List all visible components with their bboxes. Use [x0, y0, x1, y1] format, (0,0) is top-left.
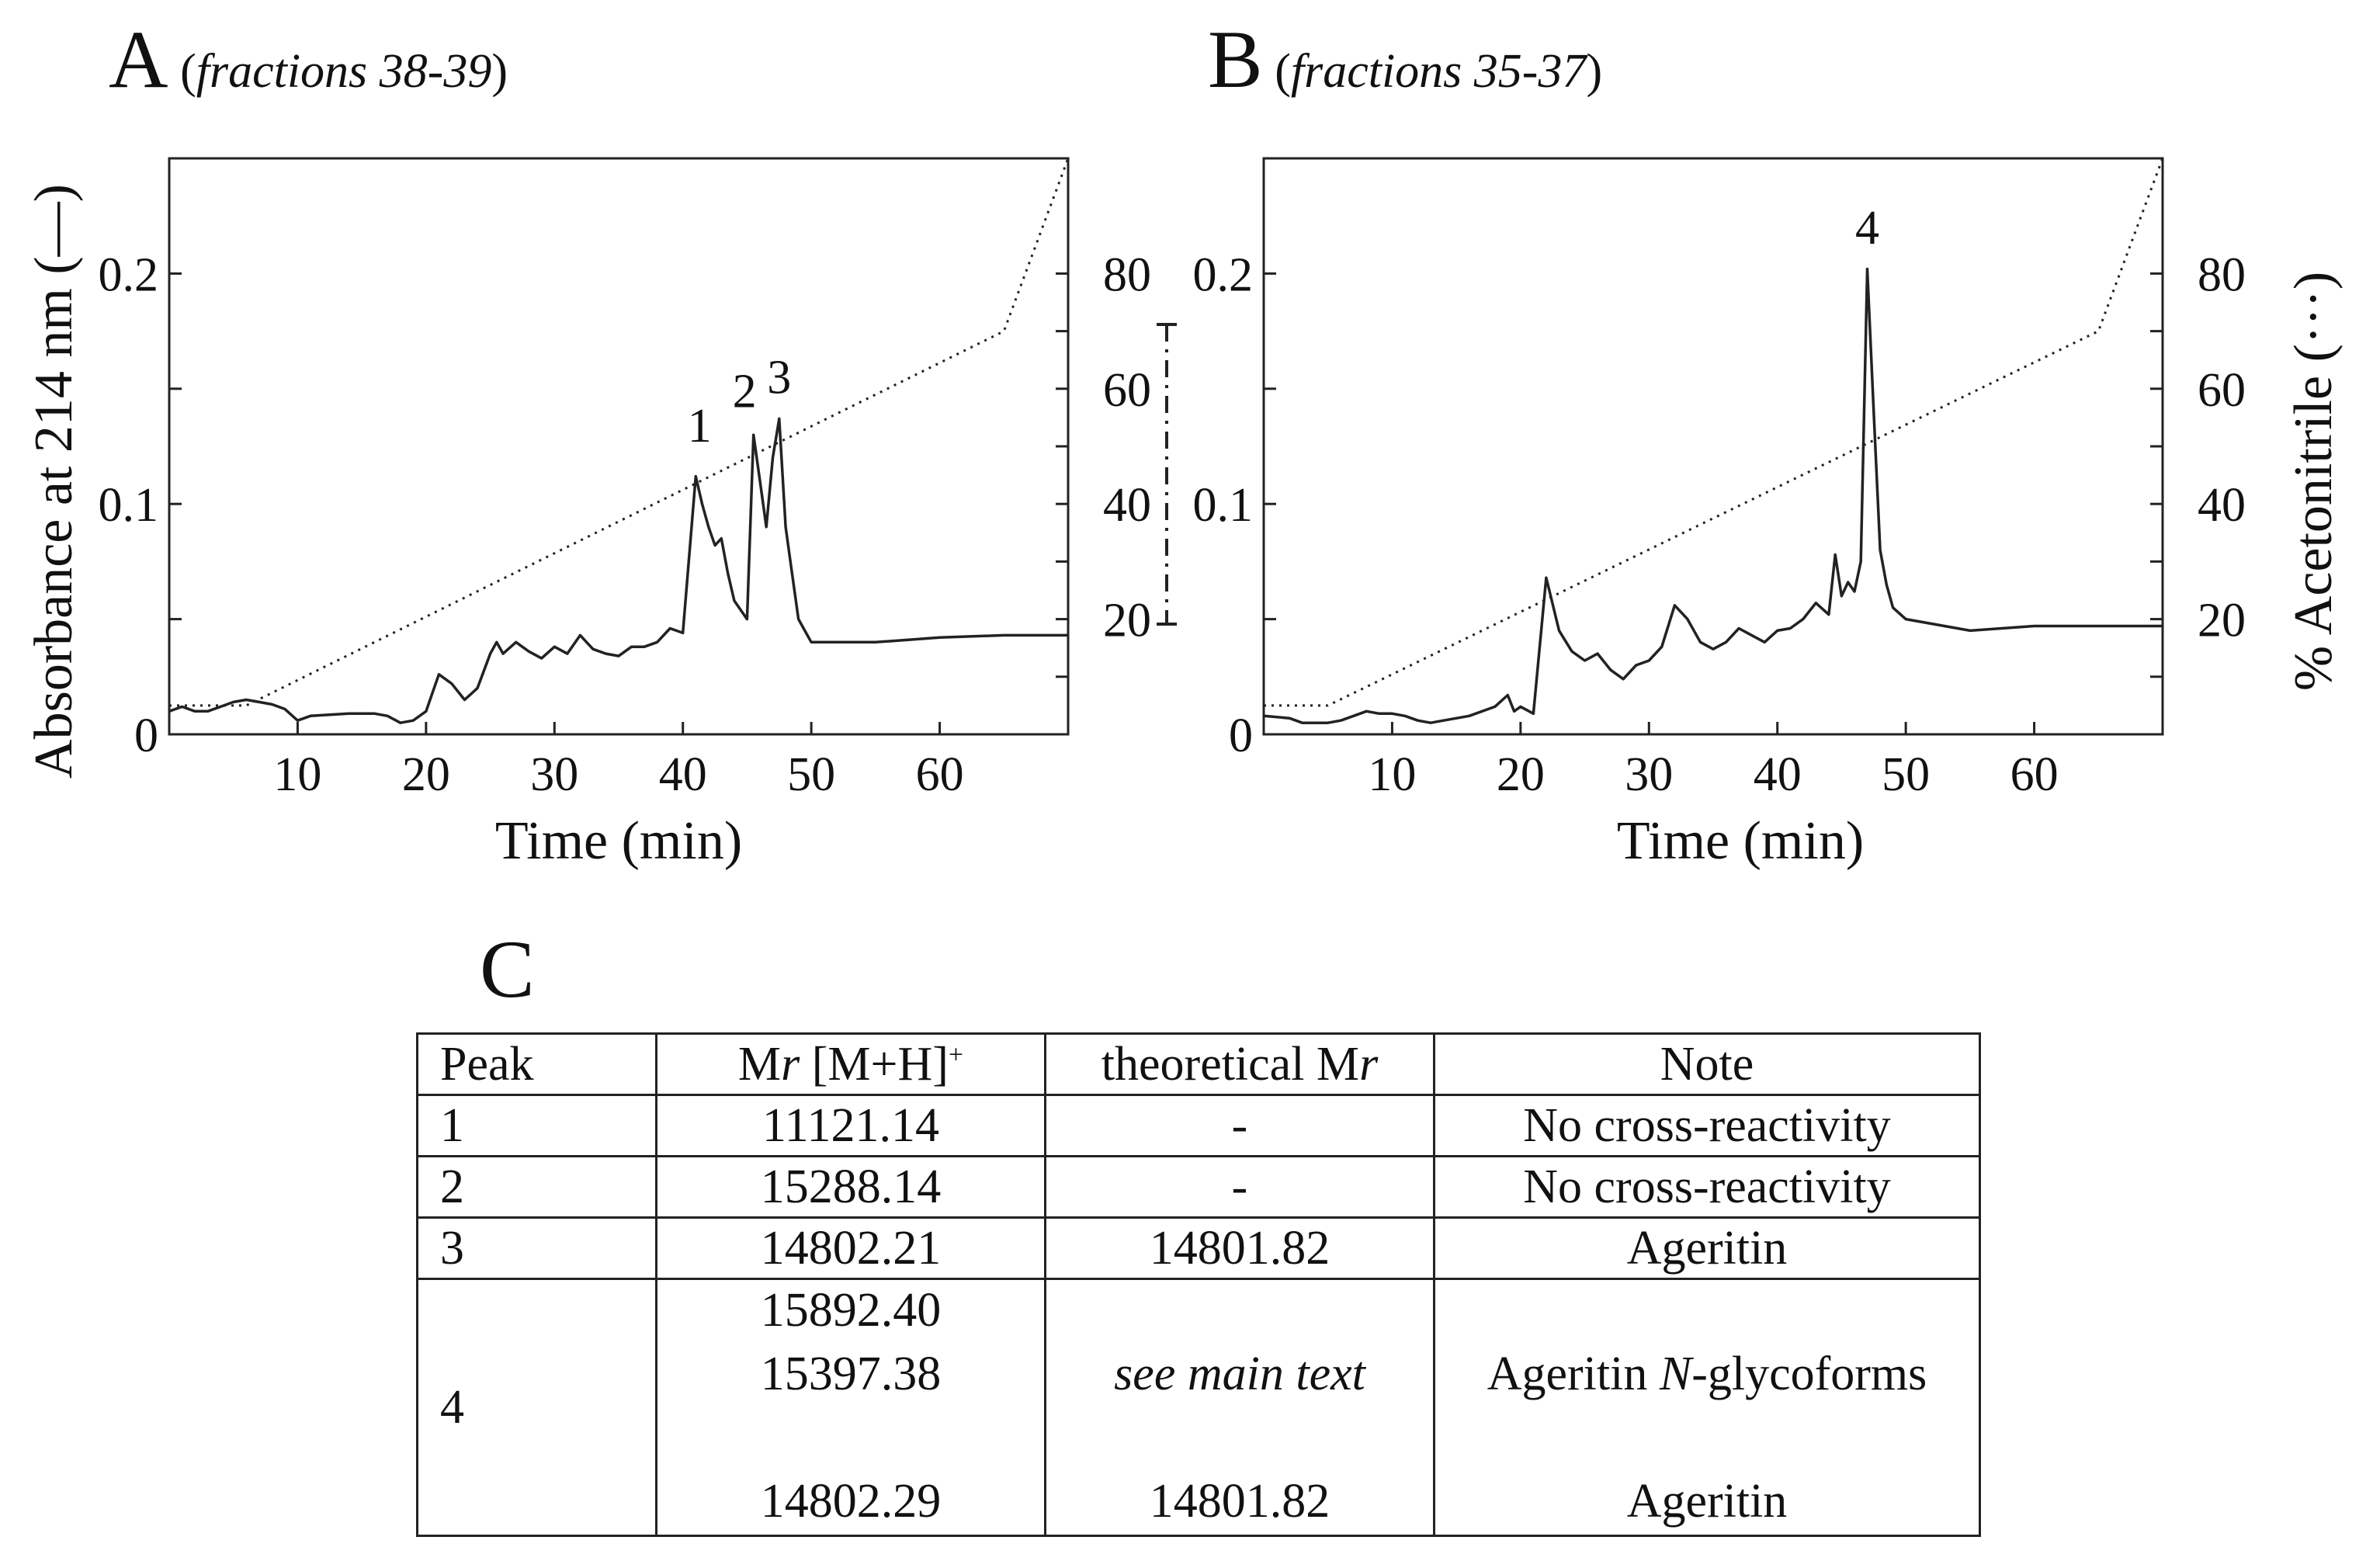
note-ageritin: Ageritin	[1626, 1475, 1788, 1528]
panel-b-chart: 10 20 30 40 50 60 0 0.1 0.2 20 40 60 80 4 Time (min)…	[1193, 157, 2343, 871]
panel-b-letter: B	[1208, 14, 1263, 105]
x-tick-label: 50	[787, 748, 835, 801]
cell-theoretical-mr: -	[1044, 1155, 1435, 1219]
y-tick-label: 0.2	[99, 248, 159, 301]
y2-tick-label: 20	[2198, 595, 2246, 647]
table-row: 4 15892.40 15397.38 14802.29 see main te…	[416, 1278, 1981, 1537]
acetonitrile-scale-bracket	[1157, 323, 1177, 626]
cell-peak: 3	[416, 1216, 657, 1280]
cell-mr-list: 15892.40 15397.38 14802.29	[655, 1278, 1046, 1537]
x-tick-label: 50	[1882, 748, 1930, 801]
cell-peak: 4	[416, 1278, 657, 1537]
y-tick-label: 0	[134, 709, 158, 762]
cell-note: Ageritin N-glycoforms Ageritin	[1433, 1278, 1981, 1537]
panel-c-letter: C	[480, 924, 535, 1015]
absorbance-line	[168, 417, 1068, 724]
y2-tick-label: 80	[2198, 248, 2246, 301]
cell-note: No cross-reactivity	[1433, 1094, 1981, 1157]
panel-a-xlabel: Time (min)	[495, 811, 742, 871]
y-tick-label: 0.2	[1193, 248, 1254, 301]
mr-value: 15892.40	[760, 1284, 942, 1337]
panel-a-chart: 10 20 30 40 50 60 0 0.1 0.2 20 40 60 80 12 3 Time (mi…	[24, 157, 1177, 871]
panel-a-plot-frame	[168, 157, 1070, 736]
table-row: 2 15288.14 - No cross-reactivity	[416, 1155, 1981, 1219]
cell-theoretical-mr: see main text 14801.82	[1044, 1278, 1435, 1537]
x-tick-label: 60	[916, 748, 964, 801]
panel-b-subtitle: (fractions 35-37)	[1275, 45, 1603, 98]
mr-value: 15397.38	[760, 1348, 942, 1400]
peak-label: 3	[767, 352, 791, 404]
table-row: 3 14802.21 14801.82 Ageritin	[416, 1216, 1981, 1280]
header-note: Note	[1433, 1032, 1981, 1096]
note-glycoforms: Ageritin N-glycoforms	[1487, 1348, 1927, 1400]
cell-peak: 2	[416, 1155, 657, 1219]
y2-tick-label: 60	[2198, 364, 2246, 417]
panel-a-letter: A	[109, 14, 168, 105]
mr-value: 14802.29	[760, 1475, 942, 1528]
peak-label: 4	[1855, 202, 1879, 255]
panel-a-series: 12 3	[168, 158, 1070, 724]
x-tick-label: 40	[1754, 748, 1802, 801]
panel-b-ticks: 10 20 30 40 50 60 0 0.1 0.2 20 40 60 80	[1193, 248, 2246, 801]
header-mr: Mr [M+H]+	[655, 1032, 1046, 1096]
panel-b-series: 4	[1263, 158, 2164, 724]
cell-peak: 1	[416, 1094, 657, 1157]
panel-b-xlabel: Time (min)	[1617, 811, 1864, 871]
x-tick-label: 40	[659, 748, 707, 801]
y-tick-label: 0	[1229, 709, 1253, 762]
panel-b-y2label: % Acetonitrile (···)	[2284, 272, 2343, 691]
cell-theoretical-mr: -	[1044, 1094, 1435, 1157]
x-tick-label: 30	[530, 748, 578, 801]
y-tick-label: 0.1	[99, 479, 159, 532]
see-main-text: see main text	[1114, 1348, 1365, 1400]
x-tick-label: 60	[2010, 748, 2059, 801]
cell-theoretical-mr: 14801.82	[1044, 1216, 1435, 1280]
y2-tick-label: 40	[2198, 479, 2246, 532]
y-tick-label: 0.1	[1193, 479, 1254, 532]
theoretical-value: 14801.82	[1149, 1475, 1330, 1528]
cell-mr: 14802.21	[655, 1216, 1046, 1280]
cell-mr: 15288.14	[655, 1155, 1046, 1219]
x-tick-label: 30	[1625, 748, 1673, 801]
x-tick-label: 10	[1368, 748, 1416, 801]
table-row: 1 11121.14 - No cross-reactivity	[416, 1094, 1981, 1157]
cell-note: No cross-reactivity	[1433, 1155, 1981, 1219]
y2-tick-label: 40	[1103, 479, 1151, 532]
peak-label: 1	[688, 400, 712, 453]
panel-a-ticks: 10 20 30 40 50 60 0 0.1 0.2 20 40 60 80	[99, 248, 1152, 801]
panel-a-subtitle: (fractions 38-39)	[180, 45, 508, 98]
panel-b-title: B (fractions 35-37)	[1208, 19, 1602, 101]
panel-a-title: A (fractions 38-39)	[109, 19, 508, 101]
cell-note: Ageritin	[1433, 1216, 1981, 1280]
acetonitrile-gradient-line	[169, 158, 1070, 707]
x-tick-label: 10	[273, 748, 321, 801]
header-theoretical-mr: theoretical Mr	[1044, 1032, 1435, 1096]
acetonitrile-gradient-line	[1264, 158, 2164, 707]
table-header-row: Peak Mr [M+H]+ theoretical Mr Note	[416, 1032, 1981, 1096]
absorbance-line	[1263, 267, 2163, 724]
peak-label: 2	[733, 366, 757, 418]
header-peak: Peak	[416, 1032, 657, 1096]
y2-tick-label: 80	[1103, 248, 1151, 301]
x-tick-label: 20	[1497, 748, 1545, 801]
panel-a-ylabel: Absorbance at 214 nm (—)	[24, 184, 84, 779]
y2-tick-label: 60	[1103, 364, 1151, 417]
x-tick-label: 20	[402, 748, 450, 801]
cell-mr: 11121.14	[655, 1094, 1046, 1157]
mass-results-table: Peak Mr [M+H]+ theoretical Mr Note 1 111…	[416, 1032, 1981, 1537]
y2-tick-label: 20	[1103, 595, 1151, 647]
